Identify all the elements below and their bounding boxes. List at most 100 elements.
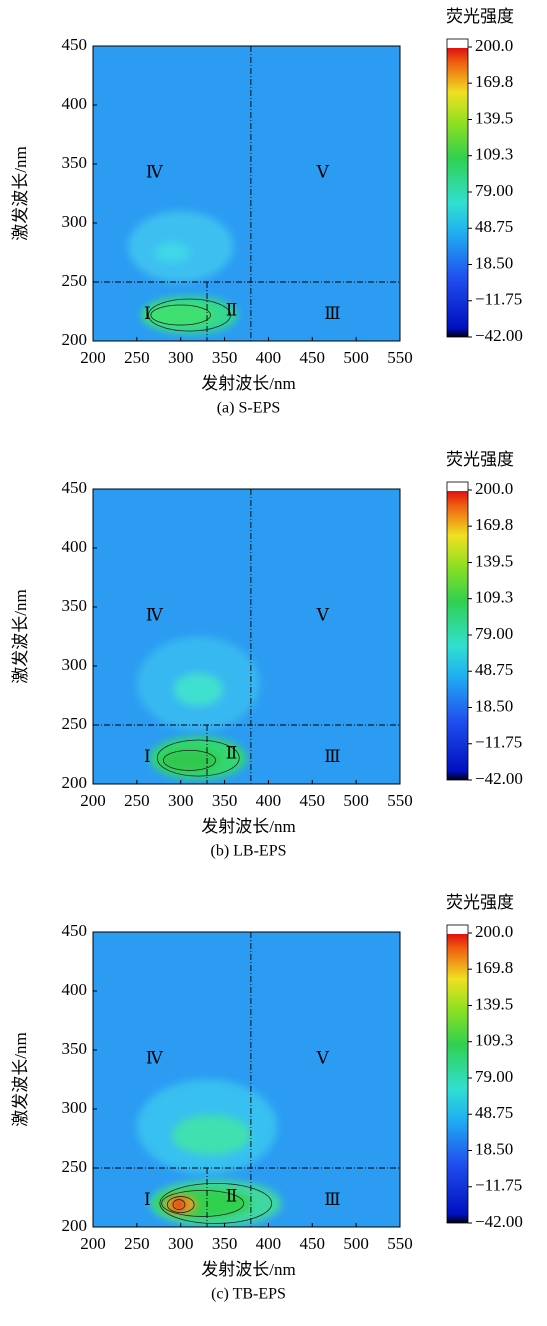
y-tick-label: 350 — [62, 1039, 88, 1058]
colorbar-tick-label: 139.5 — [475, 551, 513, 570]
colorbar-tick-label: 18.50 — [475, 253, 513, 272]
y-tick-label: 350 — [62, 153, 88, 172]
x-tick-label: 300 — [168, 1234, 194, 1253]
region-label: Ⅴ — [316, 162, 330, 181]
y-axis-label: 激发波长/nm — [11, 1032, 30, 1126]
contour-region — [154, 243, 189, 262]
contour-region — [159, 749, 220, 773]
y-tick-label: 400 — [62, 94, 88, 113]
x-axis-label: 发射波长/nm — [201, 1260, 295, 1279]
y-axis-label: 激发波长/nm — [11, 589, 30, 683]
region-label: Ⅳ — [146, 162, 164, 181]
contour-region — [146, 303, 216, 327]
x-axis-label: 发射波长/nm — [201, 817, 295, 836]
region-label: Ⅲ — [324, 304, 340, 323]
colorbar-tick-label: −11.75 — [475, 1176, 522, 1195]
x-tick-label: 300 — [168, 791, 194, 810]
x-tick-label: 450 — [300, 1234, 326, 1253]
x-tick-label: 450 — [300, 348, 326, 367]
x-tick-label: 550 — [387, 791, 413, 810]
colorbar-tick-label: −42.00 — [475, 769, 523, 788]
colorbar-tick-label: 18.50 — [475, 1139, 513, 1158]
contour-region — [172, 1115, 251, 1155]
colorbar-tick-label: −11.75 — [475, 290, 522, 309]
colorbar-tick-label: 48.75 — [475, 217, 513, 236]
colorbar-tick-label: 169.8 — [475, 958, 513, 977]
y-tick-label: 200 — [62, 1216, 88, 1235]
y-axis-label: 激发波长/nm — [11, 146, 30, 240]
x-tick-label: 350 — [212, 1234, 238, 1253]
region-label: Ⅲ — [324, 747, 340, 766]
y-tick-label: 450 — [62, 921, 88, 940]
region-label: Ⅰ — [144, 1190, 151, 1209]
x-tick-label: 250 — [124, 1234, 150, 1253]
colorbar-tick-label: 79.00 — [475, 624, 513, 643]
y-tick-label: 450 — [62, 35, 88, 54]
y-tick-label: 400 — [62, 980, 88, 999]
colorbar-tick-label: 48.75 — [475, 1103, 513, 1122]
plot-background — [93, 46, 400, 341]
colorbar-tick-label: 200.0 — [475, 479, 513, 498]
y-tick-label: 400 — [62, 537, 88, 556]
y-tick-label: 300 — [62, 655, 88, 674]
region-label: Ⅱ — [226, 743, 238, 762]
colorbar-tick-label: −11.75 — [475, 733, 522, 752]
contour-field — [137, 637, 260, 780]
region-label: Ⅴ — [316, 1048, 330, 1067]
colorbar-tick-label: 200.0 — [475, 922, 513, 941]
colorbar-tick-label: 48.75 — [475, 660, 513, 679]
colorbar-tick-label: −42.00 — [475, 1212, 523, 1231]
colorbar-tick-label: 109.3 — [475, 145, 513, 164]
x-tick-label: 550 — [387, 1234, 413, 1253]
x-tick-label: 200 — [80, 1234, 106, 1253]
colorbar-title: 荧光强度 — [446, 7, 514, 26]
region-label: Ⅱ — [226, 1186, 238, 1205]
y-tick-label: 300 — [62, 1098, 88, 1117]
colorbar — [447, 482, 468, 780]
plot-background — [93, 489, 400, 784]
x-tick-label: 350 — [212, 791, 238, 810]
colorbar-tick-label: 169.8 — [475, 515, 513, 534]
region-label: Ⅰ — [144, 304, 151, 323]
figure: Ⅰ Ⅱ Ⅲ Ⅳ Ⅴ 200 250 300 350 400 450 500 550 200 250 300 35… — [0, 0, 547, 1326]
colorbar-tick-label: −42.00 — [475, 326, 523, 345]
colorbar-tick-label: 79.00 — [475, 181, 513, 200]
colorbar-title: 荧光强度 — [446, 893, 514, 912]
colorbar-tick-label: 139.5 — [475, 994, 513, 1013]
caption: (a) S-EPS — [217, 400, 281, 417]
x-tick-label: 350 — [212, 348, 238, 367]
colorbar-tick-label: 139.5 — [475, 108, 513, 127]
colorbar-tick-label: 79.00 — [475, 1067, 513, 1086]
y-tick-label: 450 — [62, 478, 88, 497]
colorbar — [447, 39, 468, 337]
y-tick-label: 350 — [62, 596, 88, 615]
x-tick-label: 200 — [80, 348, 106, 367]
x-tick-label: 450 — [300, 791, 326, 810]
caption: (b) LB-EPS — [211, 843, 287, 860]
x-tick-label: 200 — [80, 791, 106, 810]
y-tick-label: 250 — [62, 1157, 88, 1176]
region-label: Ⅲ — [324, 1190, 340, 1209]
contour-field — [137, 1080, 282, 1228]
y-tick-label: 200 — [62, 773, 88, 792]
x-tick-label: 250 — [124, 791, 150, 810]
region-label: Ⅱ — [226, 300, 238, 319]
x-tick-label: 400 — [256, 348, 282, 367]
contour-region — [174, 673, 223, 706]
x-axis-label: 发射波长/nm — [201, 374, 295, 393]
region-label: Ⅳ — [146, 605, 164, 624]
region-label: Ⅴ — [316, 605, 330, 624]
y-tick-label: 250 — [62, 714, 88, 733]
contour-region — [172, 1199, 186, 1211]
x-tick-label: 250 — [124, 348, 150, 367]
x-tick-label: 300 — [168, 348, 194, 367]
x-tick-label: 500 — [343, 1234, 369, 1253]
x-tick-label: 500 — [343, 791, 369, 810]
colorbar-tick-label: 200.0 — [475, 36, 513, 55]
region-label: Ⅳ — [146, 1048, 164, 1067]
colorbar — [447, 925, 468, 1223]
x-tick-label: 550 — [387, 348, 413, 367]
caption: (c) TB-EPS — [211, 1286, 286, 1303]
y-tick-label: 300 — [62, 212, 88, 231]
y-tick-label: 200 — [62, 330, 88, 349]
